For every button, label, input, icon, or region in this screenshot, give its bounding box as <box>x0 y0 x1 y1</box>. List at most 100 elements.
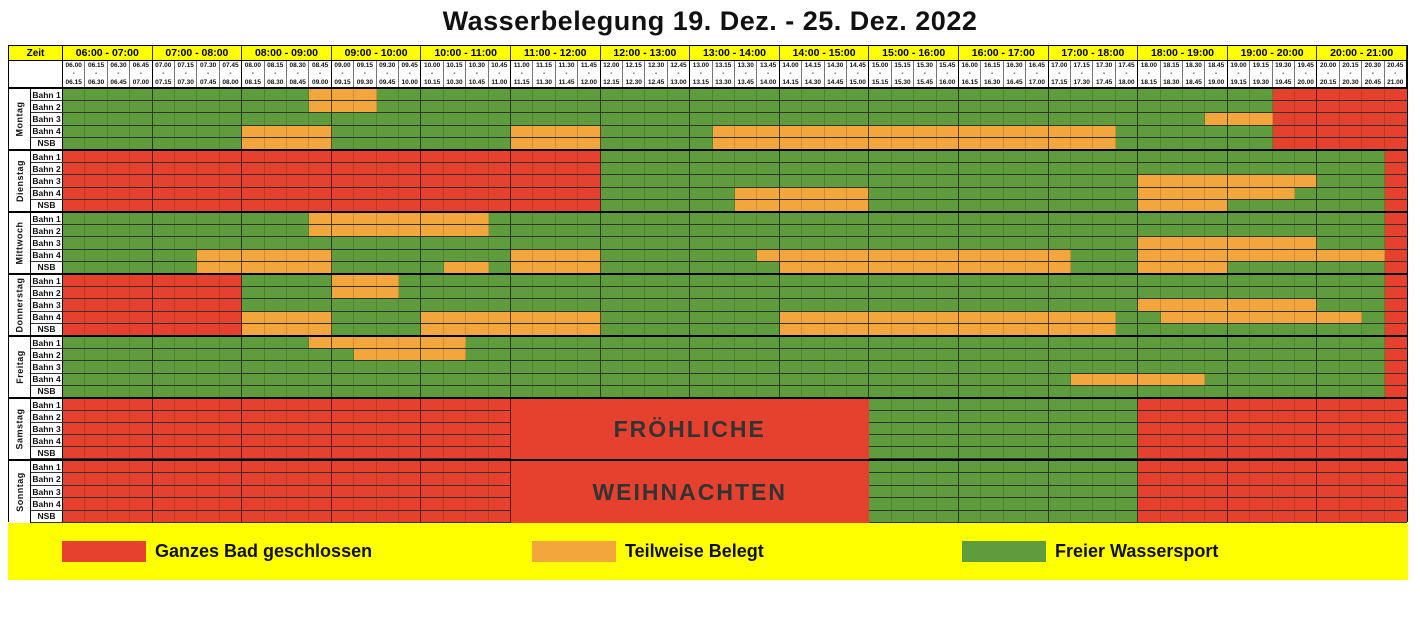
schedule-cell <box>443 399 467 410</box>
schedule-cell <box>1138 447 1161 458</box>
schedule-cell <box>354 275 377 287</box>
schedule-cell <box>846 299 870 311</box>
legend-swatch-red <box>62 541 146 562</box>
schedule-cell <box>1070 411 1094 422</box>
schedule-cell <box>734 113 758 125</box>
subslot-header-cell: 11.45-12.00 <box>578 61 601 87</box>
schedule-cell <box>1272 89 1295 101</box>
schedule-cell <box>1384 435 1407 446</box>
schedule-cell <box>802 163 825 175</box>
schedule-cell <box>645 213 668 225</box>
schedule-cell <box>107 423 131 434</box>
subslot-header-cell: 09.15-09.30 <box>354 61 377 87</box>
schedule-cell <box>936 225 959 237</box>
schedule-cell <box>802 213 825 225</box>
schedule-cell <box>242 101 265 113</box>
schedule-cell <box>1250 163 1273 175</box>
schedule-cell <box>421 423 444 434</box>
schedule-cell <box>107 261 131 274</box>
schedule-cell <box>667 237 691 249</box>
schedule-cell <box>1070 323 1094 336</box>
schedule-cell <box>1317 299 1340 311</box>
schedule-cell <box>869 411 892 422</box>
schedule-cell <box>891 385 915 398</box>
schedule-cell <box>376 435 399 446</box>
schedule-cell <box>152 361 175 373</box>
schedule-cell <box>1115 485 1139 498</box>
lane-row: Bahn 2 <box>9 225 1407 238</box>
schedule-cell <box>802 311 825 323</box>
schedule-cell <box>376 361 399 373</box>
schedule-cell <box>712 151 735 163</box>
schedule-cell <box>443 261 467 274</box>
schedule-cell <box>1026 461 1049 473</box>
schedule-cell <box>1362 137 1385 150</box>
schedule-cell <box>1115 435 1139 446</box>
schedule-cell <box>802 323 825 336</box>
schedule-cell <box>645 187 668 199</box>
schedule-cell <box>1250 287 1273 299</box>
schedule-cell <box>667 385 691 398</box>
schedule-cell <box>712 137 735 150</box>
schedule-cell <box>1339 411 1363 422</box>
schedule-cell <box>219 473 243 485</box>
schedule-cell <box>846 287 870 299</box>
schedule-cell <box>533 101 556 113</box>
schedule-cell <box>891 323 915 336</box>
schedule-cell <box>712 199 735 212</box>
schedule-cell <box>1182 311 1206 323</box>
schedule-cell <box>309 373 332 385</box>
schedule-cell <box>1138 101 1161 113</box>
schedule-cell <box>174 337 198 349</box>
schedule-cell <box>331 385 355 398</box>
schedule-cell <box>1048 385 1071 398</box>
schedule-cell <box>958 137 982 150</box>
schedule-cell <box>510 199 534 212</box>
schedule-cell <box>533 199 556 212</box>
schedule-cell <box>286 323 310 336</box>
schedule-cell <box>466 287 489 299</box>
schedule-cell <box>85 299 108 311</box>
schedule-cell <box>130 498 153 510</box>
schedule-cell <box>690 311 713 323</box>
hour-header-cell: 20:00 - 21:00 <box>1317 46 1407 60</box>
schedule-cell <box>107 299 131 311</box>
schedule-cell <box>846 137 870 150</box>
schedule-cell <box>936 485 959 498</box>
schedule-cell <box>466 175 489 187</box>
subslot-header-cells: 06.00-06.15 06.15-06.30 06.30-06.45 06.45-0… <box>63 61 1407 87</box>
lane-label: NSB <box>31 261 63 274</box>
schedule-cell <box>891 163 915 175</box>
schedule-cell <box>667 199 691 212</box>
schedule-cell <box>981 337 1004 349</box>
schedule-cell <box>1138 249 1161 261</box>
schedule-cell <box>1093 237 1116 249</box>
schedule-cell <box>936 510 959 523</box>
schedule-cell <box>1272 411 1295 422</box>
schedule-cell <box>443 151 467 163</box>
schedule-cell <box>466 275 489 287</box>
schedule-cell <box>914 385 937 398</box>
schedule-cell <box>1048 337 1071 349</box>
schedule-cell <box>1317 349 1340 361</box>
schedule-cell <box>354 237 377 249</box>
schedule-cell <box>1362 323 1385 336</box>
lane-slot-grid <box>63 373 1407 385</box>
schedule-cell <box>1048 225 1071 237</box>
schedule-cell <box>398 510 422 523</box>
schedule-cell <box>107 213 131 225</box>
schedule-cell <box>1362 473 1385 485</box>
schedule-cell <box>1026 399 1049 410</box>
schedule-cell <box>63 237 86 249</box>
schedule-cell <box>914 113 937 125</box>
schedule-cell <box>622 249 646 261</box>
schedule-cell <box>242 510 265 523</box>
schedule-cell <box>1250 373 1273 385</box>
schedule-cell <box>1250 137 1273 150</box>
schedule-cell <box>1115 213 1139 225</box>
schedule-cell <box>1362 163 1385 175</box>
schedule-cell <box>1138 137 1161 150</box>
schedule-cell <box>555 275 579 287</box>
schedule-cell <box>1003 411 1027 422</box>
schedule-cell <box>510 373 534 385</box>
